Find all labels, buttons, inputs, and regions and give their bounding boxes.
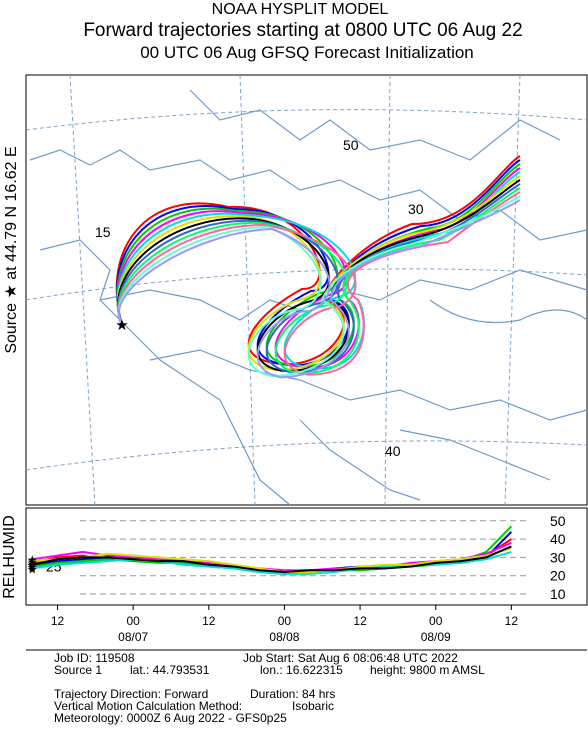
- x-tick-label: 12: [353, 614, 367, 628]
- trajectory: [117, 187, 521, 375]
- info-text: Job Start: Sat Aug 6 08:06:48 UTC 2022: [243, 651, 458, 665]
- info-text: lat.: 44.793531: [130, 663, 210, 677]
- title-line1: NOAA HYSPLIT MODEL: [212, 1, 389, 18]
- graticule-label: 15: [95, 224, 111, 240]
- y-tick-label: 30: [550, 549, 566, 565]
- start-star: ★: [27, 555, 38, 569]
- side-label: Source ★ at 44.79 N 16.62 E: [3, 146, 20, 353]
- y-tick-label: 20: [550, 568, 566, 584]
- y-tick-label: 40: [550, 531, 566, 547]
- trajectory: [117, 195, 521, 378]
- graticule-label: 50: [343, 137, 359, 153]
- x-tick-label: 12: [505, 614, 519, 628]
- trajectory: [117, 183, 521, 374]
- info-text: Meteorology: 0000Z 6 Aug 2022 - GFS0p25: [54, 711, 287, 725]
- info-text: Job ID: 119508: [54, 651, 135, 665]
- info-text: height: 9800 m AMSL: [370, 663, 485, 677]
- info-text: Isobaric: [292, 699, 334, 713]
- graticule-label: 40: [385, 443, 401, 459]
- start-star: ★: [27, 559, 38, 573]
- date-label: 08/08: [269, 630, 299, 644]
- trajectory: [116, 179, 521, 372]
- title-line2: Forward trajectories starting at 0800 UT…: [83, 20, 522, 41]
- x-tick-label: 12: [51, 614, 65, 628]
- source-star: ★: [115, 317, 128, 334]
- info-text: Source 1: [54, 663, 102, 677]
- y-axis-label: RELHUMID: [1, 515, 18, 599]
- humidity-frame: [25, 507, 588, 606]
- y-tick-label: 10: [550, 586, 566, 602]
- x-tick-label: 12: [202, 614, 216, 628]
- info-text: Trajectory Direction: Forward: [54, 687, 208, 701]
- trajectory: [116, 171, 521, 370]
- info-text: Vertical Motion Calculation Method:: [54, 699, 242, 713]
- info-text: lon.: 16.622315: [260, 663, 343, 677]
- date-label: 08/07: [118, 630, 148, 644]
- y-tick-label: 50: [550, 513, 566, 529]
- map: ★: [25, 74, 588, 506]
- start-star: ★: [27, 562, 38, 576]
- title-line3: 00 UTC 06 Aug GFSQ Forecast Initializati…: [140, 43, 474, 62]
- trajectories: [115, 155, 521, 379]
- humidity-line: [32, 545, 512, 574]
- graticule-label: 30: [408, 201, 424, 217]
- x-tick-label: 00: [278, 614, 292, 628]
- humidity-line: [32, 531, 513, 575]
- date-label: 08/09: [421, 630, 451, 644]
- x-tick-label: 00: [126, 614, 140, 628]
- trajectory: [116, 159, 521, 367]
- trajectory: [117, 199, 521, 379]
- map-frame: [25, 74, 588, 506]
- trajectory: [116, 175, 521, 371]
- humidity-line: [32, 550, 512, 575]
- trajectory: [116, 167, 521, 369]
- info-text: Duration: 84 hrs: [250, 687, 335, 701]
- x-tick-label: 00: [429, 614, 443, 628]
